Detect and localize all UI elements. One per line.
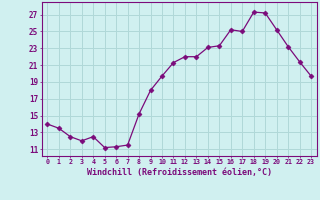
X-axis label: Windchill (Refroidissement éolien,°C): Windchill (Refroidissement éolien,°C) <box>87 168 272 177</box>
